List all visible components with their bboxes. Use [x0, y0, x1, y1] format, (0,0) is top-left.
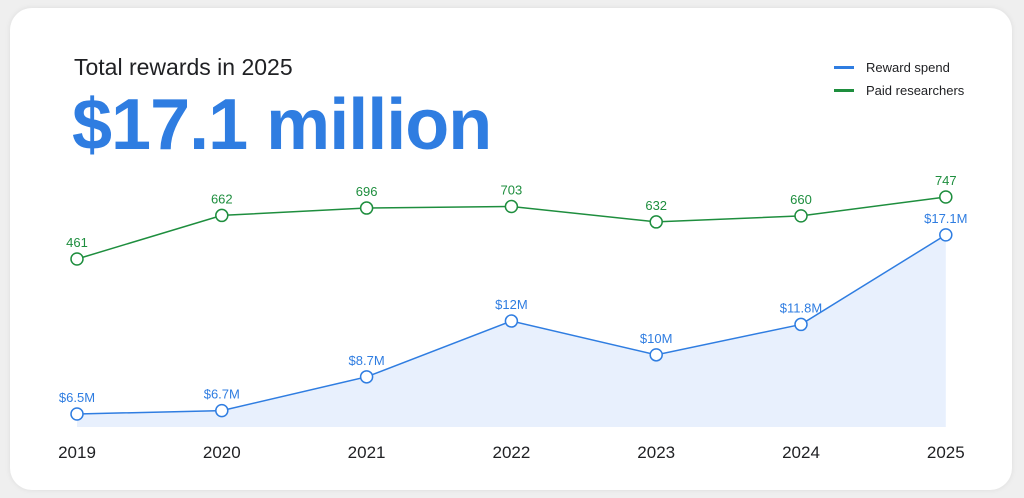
data-label: $6.5M: [59, 390, 95, 405]
x-tick-label: 2021: [348, 443, 386, 462]
data-label: $11.8M: [780, 300, 822, 315]
data-point: [359, 370, 374, 384]
data-label: 461: [66, 235, 88, 250]
legend-swatch: [834, 66, 854, 69]
x-tick-label: 2025: [927, 443, 965, 462]
data-label: 660: [790, 192, 812, 207]
legend-item-reward-spend: Reward spend: [834, 56, 964, 79]
x-tick-label: 2024: [782, 443, 820, 462]
x-tick-label: 2023: [637, 443, 675, 462]
data-point: [359, 201, 374, 215]
data-label: 747: [935, 173, 957, 188]
data-point: [939, 228, 953, 242]
legend-label: Reward spend: [866, 60, 950, 75]
legend: Reward spend Paid researchers: [834, 56, 964, 102]
data-point: [649, 348, 663, 362]
x-tick-label: 2020: [203, 443, 241, 462]
data-point: [794, 209, 808, 223]
x-tick-label: 2019: [58, 443, 96, 462]
data-label: 703: [501, 183, 523, 198]
data-label: 632: [645, 198, 667, 213]
data-label: $8.7M: [349, 353, 385, 368]
data-point: [70, 407, 84, 421]
legend-swatch: [834, 89, 854, 92]
data-point: [215, 403, 229, 418]
chart-title: $17.1 million: [72, 85, 492, 165]
data-point: [794, 317, 808, 332]
data-point: [504, 314, 519, 328]
data-label: 696: [356, 184, 378, 199]
data-point: [939, 190, 953, 204]
legend-label: Paid researchers: [866, 83, 965, 98]
data-label: $17.1M: [924, 211, 967, 226]
data-point: [215, 208, 229, 223]
data-label: $12M: [495, 297, 528, 312]
data-point: [70, 252, 84, 266]
data-label: 662: [211, 191, 233, 206]
chart-subtitle: Total rewards in 2025: [74, 54, 293, 80]
data-point: [504, 199, 519, 214]
data-label: $10M: [640, 331, 673, 346]
legend-item-paid-researchers: Paid researchers: [834, 79, 964, 102]
reward-spend-area: [77, 234, 946, 427]
data-label: $6.7M: [204, 387, 240, 402]
x-tick-label: 2022: [492, 443, 530, 462]
data-point: [649, 215, 663, 229]
